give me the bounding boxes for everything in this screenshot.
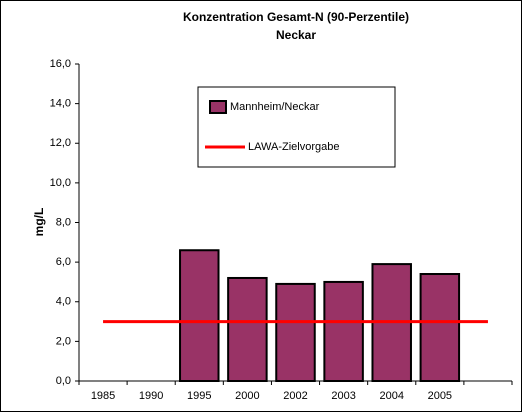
x-tick-label: 1995 xyxy=(187,390,211,402)
x-tick-label: 2003 xyxy=(331,390,355,402)
y-tick-label: 4,0 xyxy=(56,296,71,308)
x-tick-label: 2000 xyxy=(235,390,259,402)
x-tick-label: 2002 xyxy=(283,390,307,402)
y-tick-label: 6,0 xyxy=(56,256,71,268)
bar xyxy=(275,282,316,383)
y-tick-label: 10,0 xyxy=(50,177,71,189)
bar xyxy=(227,276,268,383)
chart-title: Konzentration Gesamt-N (90-Perzentile) xyxy=(183,10,409,24)
y-tick-label: 16,0 xyxy=(50,58,71,70)
legend-label: Mannheim/Neckar xyxy=(230,101,320,113)
y-tick-label: 12,0 xyxy=(50,137,71,149)
legend-swatch xyxy=(209,100,227,114)
legend-label: LAWA-Zielvorgabe xyxy=(248,141,340,153)
bar xyxy=(179,249,220,382)
y-axis-label: mg/L xyxy=(32,208,46,237)
y-tick-label: 0,0 xyxy=(56,375,71,387)
x-tick-label: 2005 xyxy=(428,390,452,402)
x-tick-label: 2004 xyxy=(379,390,403,402)
y-tick-label: 14,0 xyxy=(50,98,71,110)
y-tick-label: 2,0 xyxy=(56,335,71,347)
y-tick-label: 8,0 xyxy=(56,216,71,228)
x-tick-label: 1990 xyxy=(139,390,163,402)
chart-subtitle: Neckar xyxy=(276,28,316,42)
legend-box xyxy=(197,86,396,168)
bar xyxy=(323,280,364,382)
bar xyxy=(419,273,461,383)
x-tick-label: 1985 xyxy=(91,390,115,402)
